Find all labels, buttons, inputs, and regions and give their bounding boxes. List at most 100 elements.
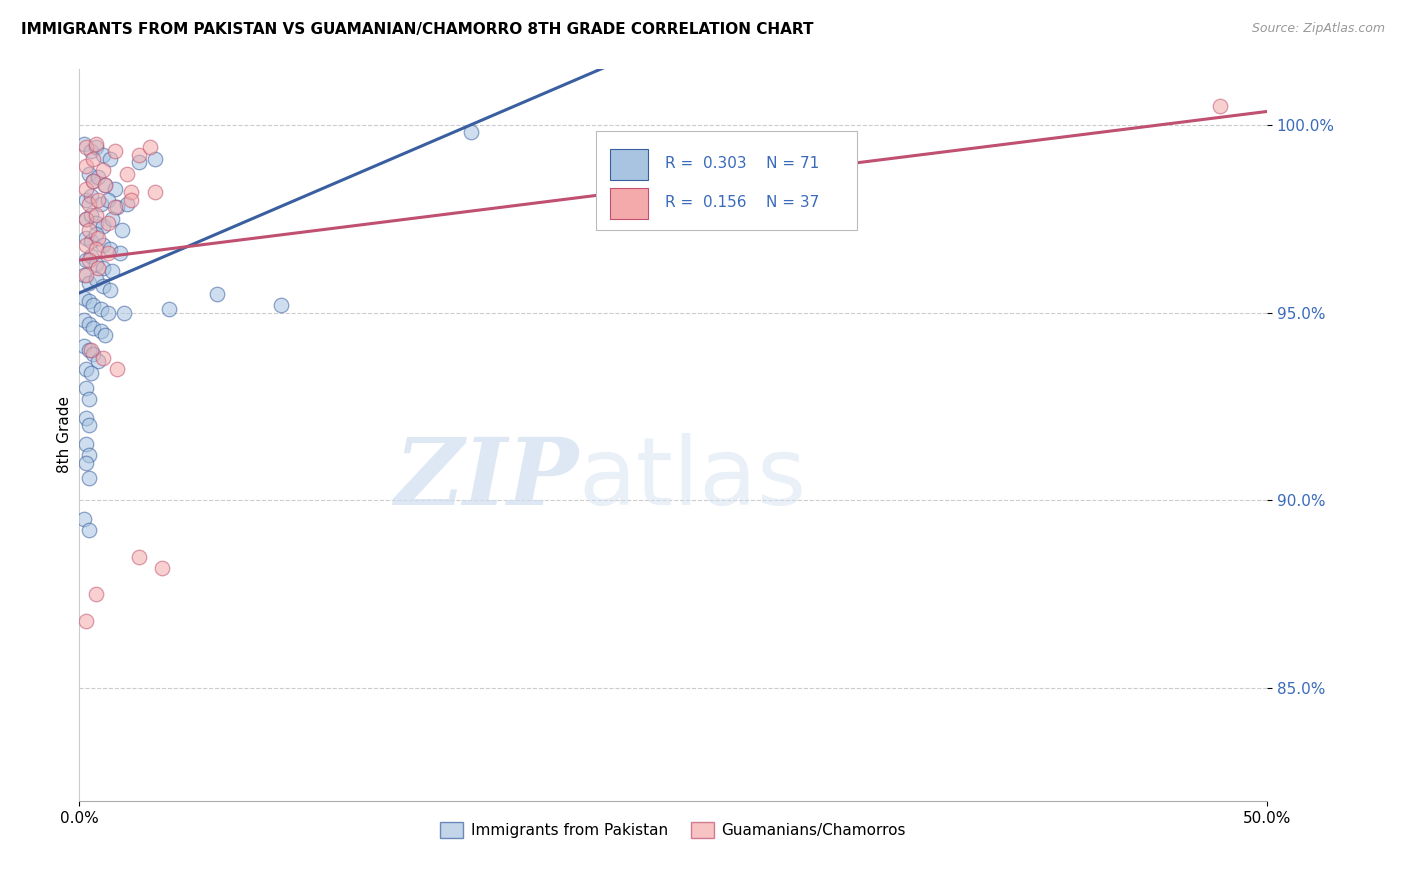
Text: R =  0.303    N = 71: R = 0.303 N = 71 xyxy=(665,156,820,171)
Point xyxy=(75,140,97,154)
Point xyxy=(75,193,97,207)
Point xyxy=(89,196,111,211)
Point xyxy=(73,136,96,151)
Point xyxy=(73,291,96,305)
Point xyxy=(73,268,96,282)
Point xyxy=(82,174,104,188)
Point xyxy=(105,362,128,376)
Point xyxy=(94,328,117,343)
Point xyxy=(82,298,104,312)
Point xyxy=(75,268,97,282)
Point xyxy=(75,159,97,173)
Point xyxy=(77,294,100,309)
Point xyxy=(82,174,104,188)
Point xyxy=(97,245,120,260)
Point xyxy=(101,264,124,278)
Point xyxy=(75,238,97,252)
Point xyxy=(111,223,134,237)
Point xyxy=(87,354,110,368)
Point xyxy=(460,125,482,139)
Point xyxy=(87,170,110,185)
Point xyxy=(80,189,103,203)
Point xyxy=(91,162,114,177)
Point xyxy=(104,144,127,158)
Point xyxy=(98,283,121,297)
Point xyxy=(128,148,150,162)
Point xyxy=(75,437,97,451)
Point xyxy=(89,325,111,339)
Point xyxy=(98,152,121,166)
Point xyxy=(150,561,173,575)
Point xyxy=(104,201,127,215)
Point xyxy=(77,196,100,211)
Point xyxy=(77,448,100,462)
Point xyxy=(120,186,142,200)
Point xyxy=(108,245,131,260)
Point xyxy=(84,587,107,601)
Legend: Immigrants from Pakistan, Guamanians/Chamorros: Immigrants from Pakistan, Guamanians/Cha… xyxy=(434,816,912,845)
FancyBboxPatch shape xyxy=(596,131,858,229)
Point xyxy=(77,223,100,237)
Point xyxy=(143,152,166,166)
Point xyxy=(75,211,97,226)
Point xyxy=(101,211,124,226)
Point xyxy=(75,211,97,226)
Point xyxy=(77,392,100,406)
Point xyxy=(84,242,107,256)
Point xyxy=(89,301,111,316)
Point xyxy=(75,230,97,244)
Point xyxy=(115,196,138,211)
Point xyxy=(115,167,138,181)
Point xyxy=(1208,99,1230,113)
Text: IMMIGRANTS FROM PAKISTAN VS GUAMANIAN/CHAMORRO 8TH GRADE CORRELATION CHART: IMMIGRANTS FROM PAKISTAN VS GUAMANIAN/CH… xyxy=(21,22,814,37)
Point xyxy=(73,512,96,526)
Point xyxy=(98,242,121,256)
Point xyxy=(94,178,117,192)
Point xyxy=(91,148,114,162)
Point xyxy=(80,234,103,248)
Point xyxy=(270,298,292,312)
Point xyxy=(91,351,114,365)
Point xyxy=(75,410,97,425)
Point xyxy=(97,305,120,319)
FancyBboxPatch shape xyxy=(610,149,648,180)
Point xyxy=(87,260,110,275)
Point xyxy=(77,317,100,331)
Point xyxy=(87,193,110,207)
Point xyxy=(75,253,97,268)
Point xyxy=(75,381,97,395)
Point xyxy=(87,230,110,244)
Point xyxy=(75,362,97,376)
Point xyxy=(80,366,103,380)
Point xyxy=(77,471,100,485)
Point xyxy=(77,253,100,268)
Text: ZIP: ZIP xyxy=(394,434,578,524)
Point xyxy=(97,215,120,229)
Point xyxy=(77,418,100,433)
Point xyxy=(84,215,107,229)
Point xyxy=(139,140,162,154)
Point xyxy=(73,313,96,327)
Point xyxy=(94,178,117,192)
Text: atlas: atlas xyxy=(578,433,806,524)
Point xyxy=(128,155,150,169)
Point xyxy=(205,286,228,301)
Point xyxy=(91,260,114,275)
Point xyxy=(105,201,128,215)
Point xyxy=(73,339,96,353)
Point xyxy=(97,193,120,207)
Point xyxy=(157,301,180,316)
Point xyxy=(128,549,150,564)
Point xyxy=(84,257,107,271)
Point xyxy=(91,219,114,234)
Point xyxy=(84,208,107,222)
Point xyxy=(80,144,103,158)
Text: R =  0.156    N = 37: R = 0.156 N = 37 xyxy=(665,195,820,210)
Point xyxy=(84,136,107,151)
Point xyxy=(77,343,100,358)
Point xyxy=(80,343,103,358)
Point xyxy=(104,182,127,196)
Point xyxy=(75,456,97,470)
Point xyxy=(84,140,107,154)
Point xyxy=(77,524,100,538)
